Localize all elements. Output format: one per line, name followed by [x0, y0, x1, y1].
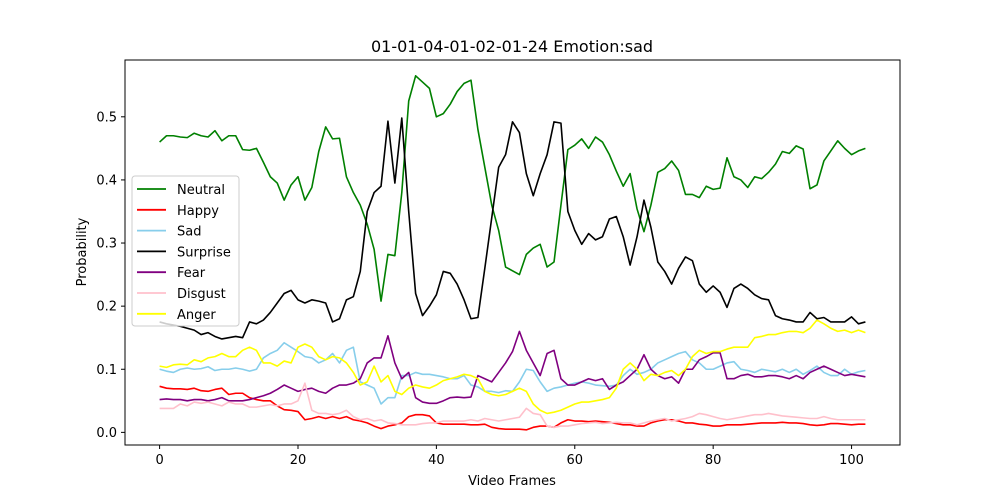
series-line-happy: [159, 385, 866, 431]
y-axis-label: Probability: [75, 217, 90, 286]
y-axis: 0.0 0.1 0.2 0.3 0.4 0.5: [96, 110, 125, 441]
legend-box: [131, 175, 240, 327]
y-tick-label: 0.0: [96, 426, 117, 441]
x-tick-label: 80: [705, 453, 722, 468]
legend-label-anger: Anger: [177, 308, 216, 323]
y-tick-label: 0.1: [96, 363, 117, 378]
x-axis: 0 20 40 60 80 100: [155, 445, 864, 468]
series-line-neutral: [159, 74, 866, 302]
legend: Neutral Happy Sad Surprise Fear Disgust Anger: [131, 175, 240, 327]
series-line-anger: [159, 319, 866, 415]
x-tick-label: 40: [428, 453, 445, 468]
x-tick-label: 60: [567, 453, 584, 468]
y-tick-label: 0.4: [96, 173, 117, 188]
legend-label-neutral: Neutral: [177, 183, 225, 198]
x-tick-label: 20: [290, 453, 307, 468]
legend-label-surprise: Surprise: [177, 245, 231, 260]
legend-label-fear: Fear: [177, 266, 206, 281]
x-axis-label: Video Frames: [468, 474, 556, 489]
y-tick-label: 0.5: [96, 110, 117, 125]
x-tick-label: 0: [155, 453, 163, 468]
chart-title: 01-01-04-01-02-01-24 Emotion:sad: [371, 37, 653, 56]
legend-label-happy: Happy: [177, 204, 219, 219]
y-tick-label: 0.3: [96, 237, 117, 252]
legend-label-sad: Sad: [177, 225, 201, 240]
series-line-disgust: [159, 382, 866, 429]
x-tick-label: 100: [839, 453, 864, 468]
series-line-fear: [159, 330, 866, 405]
y-tick-label: 0.2: [96, 300, 117, 315]
plot-area: [159, 74, 866, 431]
legend-label-disgust: Disgust: [177, 287, 226, 302]
plot-frame: [124, 59, 901, 446]
series-line-surprise: [159, 117, 866, 340]
